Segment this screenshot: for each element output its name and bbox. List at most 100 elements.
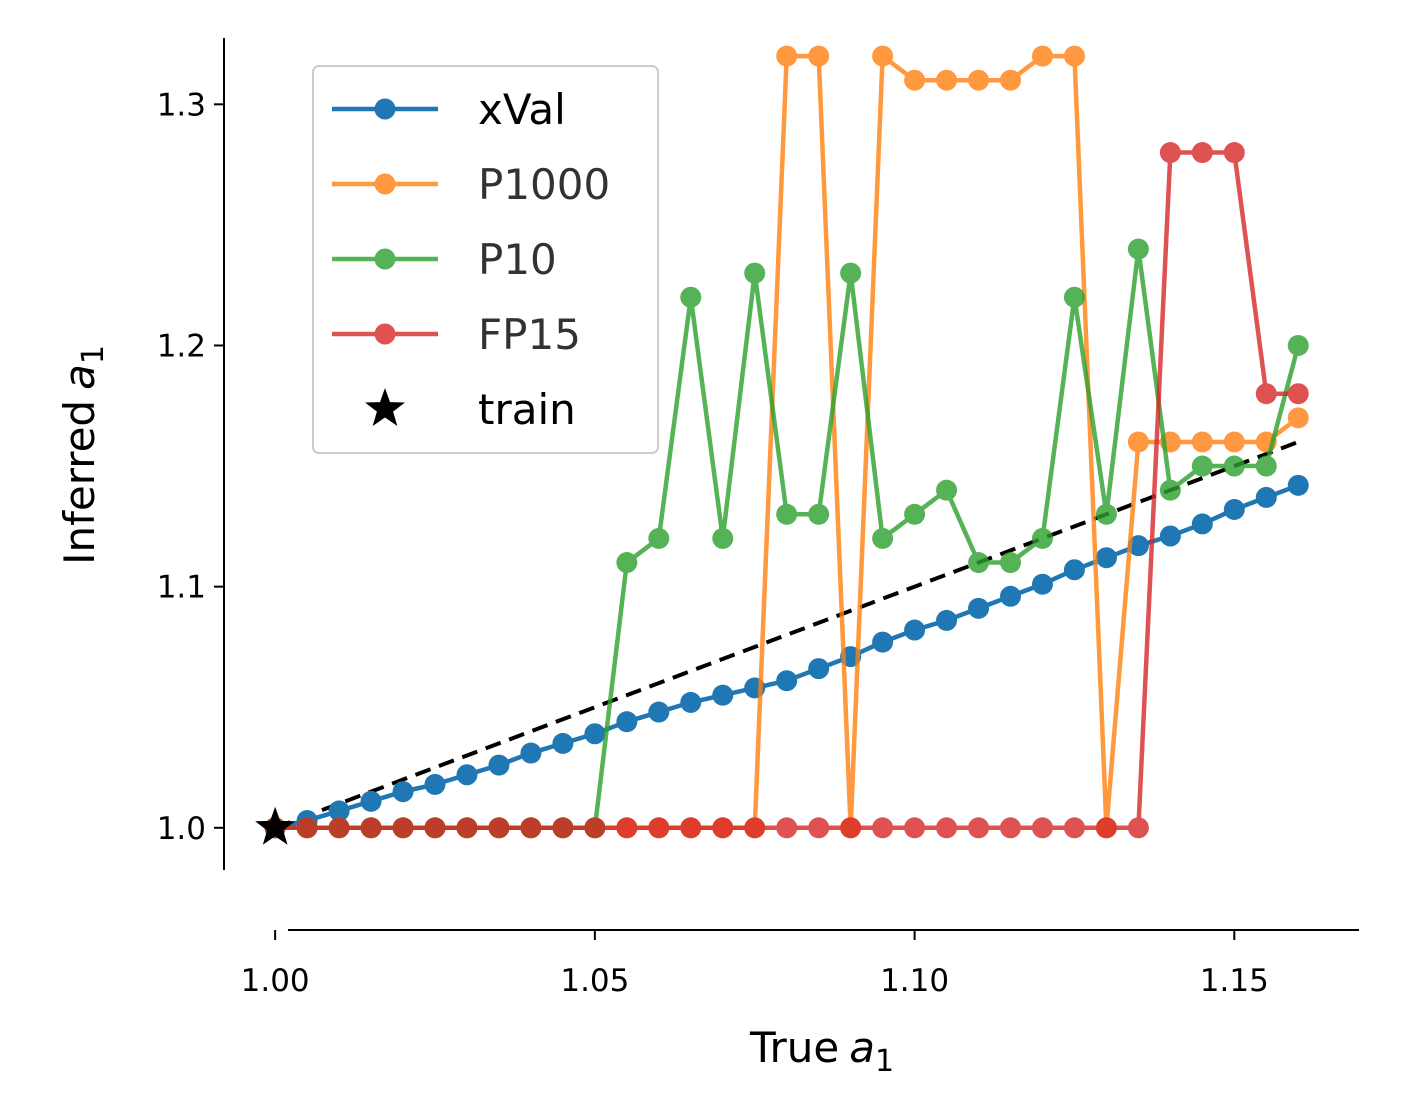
data-point <box>808 503 830 525</box>
data-point <box>1223 455 1245 477</box>
data-point <box>712 817 734 839</box>
legend-label: FP15 <box>478 310 581 359</box>
data-point <box>840 817 862 839</box>
data-point <box>744 262 766 284</box>
x-axis-label-prefix: True <box>749 1023 839 1072</box>
data-point <box>808 817 830 839</box>
data-point <box>360 790 382 812</box>
data-point <box>1191 513 1213 535</box>
data-point <box>456 764 478 786</box>
legend-marker-swatch <box>374 98 396 120</box>
data-point <box>392 817 414 839</box>
data-point <box>1255 486 1277 508</box>
data-point <box>904 503 926 525</box>
data-point <box>616 711 638 733</box>
data-point <box>1255 383 1277 405</box>
reference-line-layer <box>274 440 1299 830</box>
data-point <box>616 817 638 839</box>
data-point <box>1287 407 1309 429</box>
data-point <box>680 286 702 308</box>
data-point <box>1031 45 1053 67</box>
data-point <box>1191 142 1213 164</box>
y-axis-label-sub: 1 <box>76 345 111 364</box>
data-point <box>1031 573 1053 595</box>
y-axis-label-var: a <box>55 364 104 390</box>
series-fp15 <box>264 142 1309 839</box>
data-point <box>1287 334 1309 356</box>
legend-marker-swatch <box>374 323 396 345</box>
identity-reference-line <box>274 440 1299 830</box>
train-star-marker <box>255 806 296 845</box>
data-point <box>1127 535 1149 557</box>
legend-entry-p10: P10 <box>332 235 557 284</box>
data-point <box>904 817 926 839</box>
data-point <box>1159 142 1181 164</box>
data-point <box>360 817 382 839</box>
data-point <box>552 732 574 754</box>
data-point <box>424 817 446 839</box>
data-point <box>744 817 766 839</box>
data-point <box>392 781 414 803</box>
legend-frame <box>312 65 659 454</box>
data-point <box>1255 455 1277 477</box>
data-point <box>520 742 542 764</box>
x-tick-label: 1.10 <box>880 963 949 999</box>
legend-entry-fp15: FP15 <box>332 310 581 359</box>
data-point <box>872 631 894 653</box>
data-point <box>1000 585 1022 607</box>
data-point <box>648 817 670 839</box>
y-tick-label: 1.3 <box>157 87 206 123</box>
data-point <box>1223 498 1245 520</box>
data-point <box>296 817 318 839</box>
data-point <box>712 527 734 549</box>
y-tick-label: 1.2 <box>157 328 206 364</box>
data-point <box>904 69 926 91</box>
data-point <box>776 817 798 839</box>
y-axis-label: Inferred a1 <box>55 345 111 565</box>
data-point <box>936 479 958 501</box>
legend-marker-swatch <box>374 248 396 270</box>
data-point <box>1063 817 1085 839</box>
data-point <box>1063 286 1085 308</box>
data-point <box>552 817 574 839</box>
data-point <box>488 817 510 839</box>
legend-label: train <box>478 385 576 434</box>
data-point <box>1127 238 1149 260</box>
data-point <box>456 817 478 839</box>
x-tick-label: 1.05 <box>560 963 629 999</box>
data-point <box>776 670 798 692</box>
data-point <box>680 691 702 713</box>
data-point <box>1063 45 1085 67</box>
legend-label: P1000 <box>478 160 610 209</box>
data-point <box>1159 479 1181 501</box>
data-point <box>1223 142 1245 164</box>
data-point <box>1287 383 1309 405</box>
data-point <box>328 817 350 839</box>
data-point <box>1000 552 1022 574</box>
data-point <box>488 754 510 776</box>
y-axis-label-prefix: Inferred <box>55 400 104 565</box>
data-point <box>904 619 926 641</box>
data-point <box>520 817 542 839</box>
data-point <box>648 701 670 723</box>
data-point <box>872 45 894 67</box>
legend-label: P10 <box>478 235 557 284</box>
data-point <box>1063 559 1085 581</box>
data-point <box>1031 527 1053 549</box>
data-point <box>968 597 990 619</box>
data-point <box>1223 431 1245 453</box>
y-tick-label: 1.0 <box>157 811 206 847</box>
data-point <box>1095 503 1117 525</box>
data-point <box>1000 817 1022 839</box>
x-axis-label: True a1 <box>749 1023 894 1079</box>
data-point <box>1095 817 1117 839</box>
data-point <box>872 527 894 549</box>
data-point <box>328 800 350 822</box>
data-point <box>648 527 670 549</box>
data-point <box>1127 431 1149 453</box>
x-tick-label: 1.15 <box>1200 963 1269 999</box>
tick-labels: 1.0 1.1 1.2 1.3 1.00 1.05 1.10 1.15 <box>157 87 1269 999</box>
data-point <box>424 773 446 795</box>
data-point <box>584 723 606 745</box>
data-point <box>936 69 958 91</box>
